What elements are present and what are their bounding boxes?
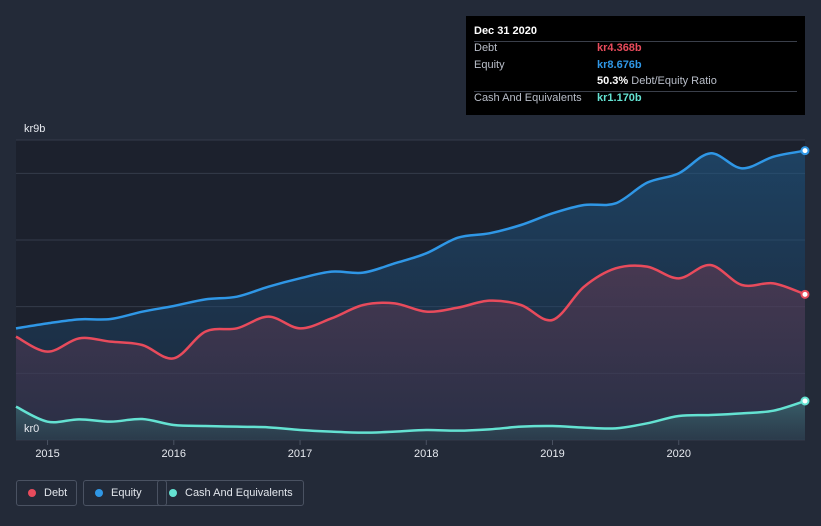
legend-debt-label: Debt	[44, 487, 68, 499]
cash-and-equivalents-area	[16, 401, 805, 440]
tooltip-equity-value: kr8.676b	[597, 59, 642, 71]
legend-item-equity[interactable]: Equity	[83, 480, 167, 506]
legend-equity-label: Equity	[111, 487, 142, 499]
x-tick-label: 2018	[414, 448, 438, 460]
equity-line[interactable]	[15, 149, 806, 330]
x-tick-label: 2019	[540, 448, 564, 460]
tooltip: Dec 31 2020 Debt kr4.368b Equity kr8.676…	[466, 16, 805, 115]
equity-end-marker[interactable]	[800, 146, 810, 156]
tooltip-cash-label: Cash And Equivalents	[474, 92, 582, 104]
tooltip-date: Dec 31 2020	[474, 25, 537, 37]
cash-and-equivalents-end-marker[interactable]	[800, 396, 810, 406]
x-tick-label: 2017	[288, 448, 312, 460]
debt-dot-icon	[28, 489, 36, 497]
x-tick-label: 2020	[667, 448, 691, 460]
tooltip-row-equity: Equity kr8.676b	[466, 57, 805, 73]
x-tick-label: 2015	[35, 448, 59, 460]
tooltip-row-cash: Cash And Equivalents kr1.170b	[466, 90, 805, 106]
legend-item-cash[interactable]: Cash And Equivalents	[157, 480, 304, 506]
cash-and-equivalents-line[interactable]	[15, 399, 806, 434]
equity-dot-icon	[95, 489, 103, 497]
y-axis-top-label: kr9b	[24, 123, 45, 135]
tooltip-row-ratio: 50.3% Debt/Equity Ratio	[466, 73, 805, 89]
legend-item-debt[interactable]: Debt	[16, 480, 77, 506]
cash-dot-icon	[169, 489, 177, 497]
tooltip-cash-value: kr1.170b	[597, 92, 642, 104]
tooltip-debt-value: kr4.368b	[597, 42, 642, 54]
tooltip-ratio-value: 50.3%	[597, 75, 629, 87]
tooltip-equity-label: Equity	[474, 59, 505, 71]
debt-area	[16, 264, 805, 440]
tooltip-row-debt: Debt kr4.368b	[466, 40, 805, 56]
tooltip-debt-label: Debt	[474, 42, 498, 54]
legend-cash-label: Cash And Equivalents	[185, 487, 293, 499]
y-axis-bottom-label: kr0	[24, 423, 39, 435]
x-tick-label: 2016	[162, 448, 186, 460]
tooltip-ratio-label: Debt/Equity Ratio	[631, 75, 717, 87]
debt-line[interactable]	[15, 263, 806, 360]
debt-end-marker[interactable]	[800, 289, 810, 299]
